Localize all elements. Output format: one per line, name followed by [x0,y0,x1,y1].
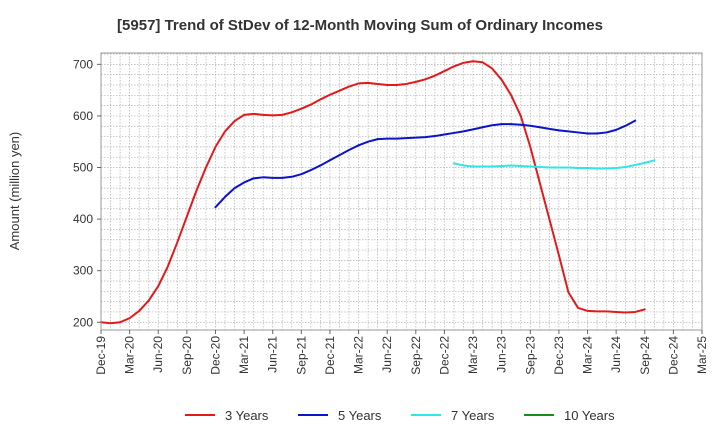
x-axis-ticks: Dec-19 Mar-20 Jun-20 Sep-20 Dec-20 Mar-21 Jun-… [94,330,709,375]
x-tick-label: Dec-24 [666,336,680,375]
x-tick-label: Mar-23 [466,336,480,374]
y-tick-label: 600 [73,109,93,123]
x-tick-label: Jun-20 [151,336,165,373]
y-tick-label: 200 [73,315,93,329]
y-tick-label: 300 [73,264,93,278]
y-tick-label: 500 [73,161,93,175]
series-line-7-years [452,159,656,170]
x-tick-label: Jun-24 [609,336,623,373]
x-tick-label: Dec-19 [94,336,108,375]
grid-lines [101,53,702,330]
x-tick-label: Dec-22 [437,336,451,375]
x-tick-label: Sep-23 [523,336,537,375]
legend-label-7-years: 7 Years [451,408,495,423]
x-tick-label: Mar-21 [237,336,251,374]
x-tick-label: Sep-22 [409,336,423,375]
plot-area [101,53,702,330]
x-tick-label: Mar-25 [695,336,709,374]
chart-title: [5957] Trend of StDev of 12-Month Moving… [117,17,603,34]
x-tick-label: Mar-24 [581,336,595,374]
series-line-3-years [100,60,646,325]
y-axis-ticks: 200 300 400 500 600 700 [73,57,101,329]
legend-label-5-years: 5 Years [338,408,382,423]
x-tick-label: Dec-21 [323,336,337,375]
x-tick-label: Sep-21 [294,336,308,375]
series-lines [100,60,656,325]
y-axis-label: Amount (million yen) [7,132,22,251]
x-tick-label: Mar-20 [123,336,137,374]
x-tick-label: Jun-23 [495,336,509,373]
plot-border [100,52,703,331]
x-tick-label: Sep-24 [638,336,652,375]
series-line-5-years [214,119,637,209]
legend-label-3-years: 3 Years [225,408,269,423]
x-tick-label: Dec-23 [552,336,566,375]
x-tick-label: Jun-21 [266,336,280,373]
y-tick-label: 400 [73,212,93,226]
legend-label-10-years: 10 Years [564,408,615,423]
x-tick-label: Dec-20 [208,336,222,375]
x-tick-label: Sep-20 [180,336,194,375]
x-tick-label: Mar-22 [352,336,366,374]
x-tick-label: Jun-22 [380,336,394,373]
legend: 3 Years 5 Years 7 Years 10 Years [185,408,615,423]
y-tick-label: 700 [73,57,93,71]
